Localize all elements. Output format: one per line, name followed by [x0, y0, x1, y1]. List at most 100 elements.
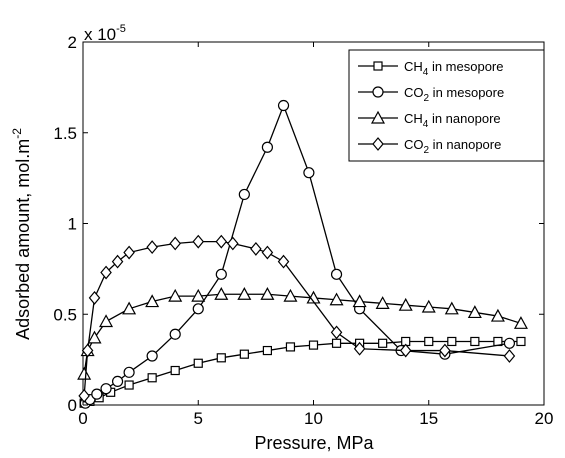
data-point: [215, 234, 228, 249]
data-point: [169, 328, 181, 340]
data-point: [470, 336, 480, 347]
data-point: [490, 308, 505, 322]
legend-marker: [372, 86, 384, 98]
data-point: [100, 383, 112, 395]
data-point: [111, 375, 124, 388]
data-point: [261, 245, 274, 260]
legend-marker: [372, 137, 384, 151]
data-point: [424, 336, 434, 347]
legend-label: CH4 in mesopore: [404, 59, 504, 78]
data-point: [239, 349, 249, 359]
legend-item: CH4 in nanopore: [358, 110, 501, 130]
data-point: [308, 340, 319, 350]
data-point: [238, 188, 250, 201]
x-tick-label: 20: [535, 409, 554, 428]
data-point: [168, 288, 183, 302]
x-tick-label: 5: [194, 409, 203, 428]
data-point: [331, 338, 342, 348]
data-point: [88, 290, 101, 305]
data-point: [503, 349, 516, 363]
data-point: [100, 265, 112, 280]
data-point: [277, 254, 290, 269]
data-point: [111, 254, 124, 269]
data-point: [329, 292, 344, 306]
data-point: [216, 353, 226, 363]
y-tick-label: 1: [68, 215, 77, 234]
data-point: [124, 380, 134, 390]
legend-item: CO2 in mesopore: [358, 85, 504, 104]
x-tick-label: 0: [78, 409, 87, 428]
data-point: [330, 268, 343, 280]
data-point: [78, 388, 90, 403]
series-diamond: [78, 234, 516, 403]
data-point: [375, 296, 390, 309]
data-point: [516, 336, 526, 347]
data-point: [215, 268, 227, 280]
data-point: [399, 343, 412, 358]
data-point: [146, 240, 158, 255]
y-tick-label: 0: [68, 396, 77, 415]
legend-label: CO2 in mesopore: [404, 85, 504, 104]
data-point: [398, 297, 413, 311]
y-tick-label: 0.5: [53, 305, 77, 324]
legend-item: CO2 in nanopore: [358, 137, 501, 156]
data-point: [353, 341, 366, 356]
data-point: [260, 287, 275, 300]
data-point: [91, 388, 103, 400]
data-point: [250, 241, 262, 256]
data-point: [503, 337, 516, 349]
data-point: [439, 343, 451, 358]
legend-item: CH4 in mesopore: [358, 59, 504, 78]
data-point: [214, 287, 229, 300]
data-point: [123, 366, 135, 378]
data-point: [169, 236, 181, 251]
data-point: [421, 299, 436, 313]
data-point: [330, 325, 343, 340]
data-point: [87, 330, 102, 344]
legend: CH4 in mesopore CO2 in mesopore CH4 in nan…: [348, 49, 545, 162]
data-point: [99, 314, 114, 328]
legend-label: CO2 in nanopore: [404, 137, 501, 156]
axes-layer: 0 5 10 15 20 0 0.5 1 1.5 2: [53, 33, 553, 428]
series-layer: [77, 99, 528, 409]
x-axis-label: Pressure, MPa: [254, 433, 374, 453]
data-point: [467, 305, 482, 319]
data-point: [192, 234, 205, 249]
data-point: [261, 141, 273, 153]
series-line: [83, 293, 522, 375]
data-point: [122, 301, 137, 315]
data-point: [352, 294, 367, 308]
y-tick-label: 2: [68, 33, 77, 52]
data-point: [170, 365, 180, 376]
data-point: [262, 345, 272, 356]
data-point: [283, 288, 298, 302]
data-point: [191, 288, 206, 302]
series-line: [83, 340, 521, 404]
data-point: [303, 167, 315, 179]
y-tick-label: 1.5: [53, 124, 77, 143]
data-point: [145, 294, 160, 308]
data-point: [447, 336, 457, 347]
legend-marker: [370, 110, 386, 124]
data-point: [227, 236, 239, 251]
data-point: [378, 338, 388, 348]
data-point: [77, 366, 92, 380]
data-point: [444, 301, 459, 315]
data-point: [277, 99, 290, 112]
data-point: [513, 316, 528, 329]
data-point: [147, 373, 157, 383]
data-point: [193, 358, 203, 368]
data-point: [81, 343, 94, 358]
y-multiplier: x 10-5: [84, 23, 126, 44]
legend-label: CH4 in nanopore: [404, 111, 501, 130]
data-point: [123, 245, 135, 260]
data-point: [237, 287, 252, 300]
data-point: [146, 350, 158, 362]
x-tick-label: 10: [304, 409, 323, 428]
data-point: [192, 303, 204, 315]
data-point: [285, 342, 296, 352]
y-axis-label: Adsorbed amount, mol.m-2: [10, 128, 33, 340]
legend-marker: [373, 61, 383, 71]
x-tick-label: 15: [419, 409, 438, 428]
